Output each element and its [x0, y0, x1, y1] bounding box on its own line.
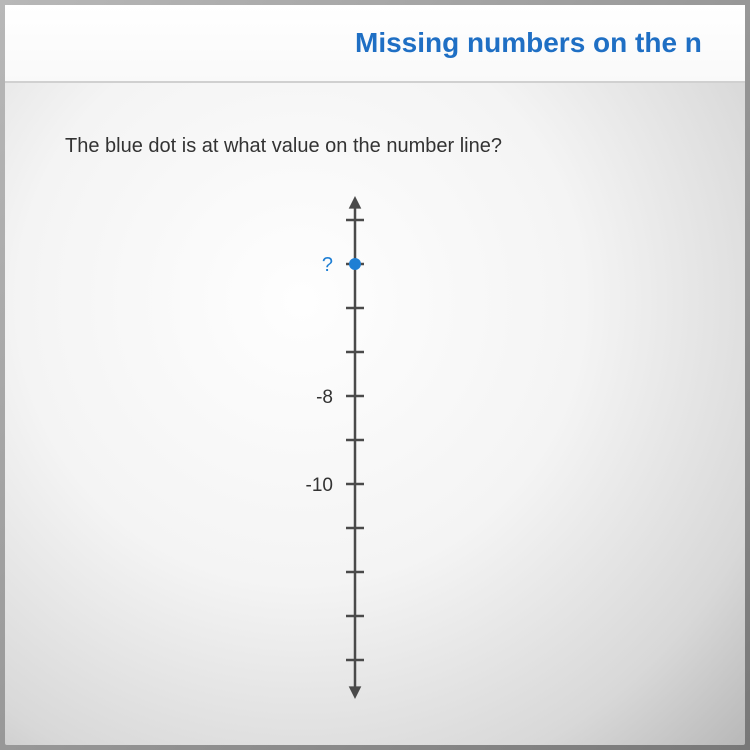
- page-title: Missing numbers on the n: [355, 27, 702, 59]
- screen-surface: Missing numbers on the n The blue dot is…: [5, 5, 745, 745]
- question-prompt: The blue dot is at what value on the num…: [65, 135, 502, 158]
- photo-background: Missing numbers on the n The blue dot is…: [0, 0, 750, 750]
- number-line-chart: ? -8 -10: [205, 190, 505, 710]
- number-line-svg: ? -8 -10: [205, 190, 505, 710]
- blue-dot: [349, 258, 361, 270]
- question-mark-label: ?: [322, 254, 333, 276]
- tick-label: -8: [316, 387, 333, 408]
- tick-label: -10: [306, 475, 333, 496]
- number-line-group: ? -8 -10: [306, 196, 364, 699]
- header-bar: Missing numbers on the n: [5, 5, 745, 83]
